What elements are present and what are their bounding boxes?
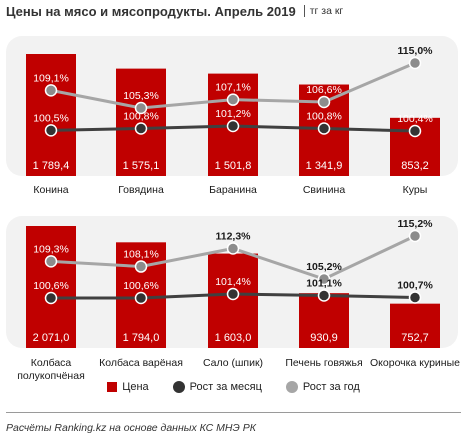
year-growth-label: 109,3%	[33, 243, 69, 255]
month-growth-point	[134, 122, 148, 135]
month-growth-point	[44, 291, 58, 305]
chart-meat: 109,1% 105,3% 107,1% 106,6% 115,0% 100,5% 100,…	[26, 45, 440, 196]
year-growth-label: 108,1%	[123, 249, 159, 261]
chart-meat-products: 109,3% 108,1% 112,3% 105,2% 115,2% 100,6% 100,…	[17, 218, 460, 382]
price-label: 1 794,0	[123, 332, 160, 344]
legend-price-swatch	[107, 382, 118, 392]
month-growth-point	[44, 124, 58, 137]
category-label: Баранина	[209, 184, 257, 196]
month-growth-point	[226, 119, 240, 133]
year-growth-point	[134, 260, 148, 273]
price-bar	[299, 293, 349, 348]
price-label: 930,9	[310, 332, 338, 344]
legend-month-label: Рост за месяц	[189, 381, 262, 393]
year-growth-point	[44, 84, 58, 97]
price-label: 853,2	[401, 160, 429, 172]
month-growth-point	[226, 287, 240, 301]
year-growth-point	[134, 101, 148, 115]
price-bar	[26, 54, 76, 176]
month-growth-label: 100,4%	[397, 113, 433, 125]
price-label: 1 575,1	[123, 160, 160, 172]
chart-title: Цены на мясо и мясопродукты. Апрель 2019	[6, 3, 296, 19]
year-growth-point	[408, 229, 422, 243]
month-growth-label: 100,5%	[33, 112, 69, 124]
legend-year-label: Рост за год	[302, 381, 360, 393]
year-growth-label: 112,3%	[215, 230, 251, 242]
price-bar	[208, 253, 258, 348]
category-label: Говядина	[118, 184, 164, 196]
month-growth-point	[134, 291, 148, 305]
legend-price-label: Цена	[122, 381, 149, 393]
chart-panel-meat-products: 109,3% 108,1% 112,3% 105,2% 115,2% 100,6% 100,…	[6, 216, 460, 382]
month-growth-point	[408, 291, 422, 304]
year-growth-label: 115,0%	[397, 45, 433, 57]
month-growth-label: 101,1%	[306, 278, 342, 290]
category-label: Окорочка куриные	[370, 357, 460, 369]
category-label: полукопчёная	[17, 370, 85, 382]
category-label: Конина	[33, 184, 68, 196]
month-growth-label: 101,2%	[215, 108, 251, 120]
price-bar	[26, 226, 76, 348]
unit-separator	[303, 5, 305, 17]
chart-header: Цены на мясо и мясопродукты. Апрель 2019…	[6, 2, 343, 20]
month-growth-label: 100,8%	[306, 111, 342, 123]
category-label: Колбаса	[31, 357, 72, 369]
month-growth-label: 101,4%	[215, 276, 251, 288]
year-growth-point	[226, 242, 240, 255]
unit-label: тг за кг	[309, 5, 344, 17]
year-growth-label: 115,2%	[397, 218, 433, 230]
month-growth-label: 100,6%	[33, 280, 69, 292]
category-label: Колбаса варёная	[99, 357, 183, 369]
price-label: 1 501,8	[215, 160, 252, 172]
year-growth-label: 105,2%	[306, 261, 342, 273]
price-label: 1 789,4	[33, 160, 70, 172]
year-growth-point	[317, 272, 331, 286]
year-growth-label: 106,6%	[306, 84, 342, 96]
year-growth-point	[226, 93, 240, 106]
month-growth-label: 100,7%	[397, 280, 433, 292]
price-label: 1 341,9	[306, 160, 343, 172]
year-growth-point	[408, 56, 422, 70]
month-growth-point	[317, 122, 331, 135]
price-bar	[390, 303, 440, 348]
legend-month-swatch	[172, 381, 185, 393]
legend-year-swatch	[285, 381, 298, 393]
year-growth-point	[44, 255, 58, 268]
source-note: Расчёты Ranking.kz на основе данных КС М…	[6, 422, 256, 434]
footnote-divider	[6, 412, 461, 413]
price-label: 1 603,0	[215, 332, 252, 344]
legend-item-month: Рост за месяц	[172, 381, 262, 393]
year-growth-label: 109,1%	[33, 72, 69, 84]
price-label: 2 071,0	[33, 332, 70, 344]
year-growth-point	[317, 95, 331, 109]
month-growth-point	[408, 124, 422, 138]
month-growth-label: 100,8%	[123, 111, 159, 123]
chart-panel-meat: 109,1% 105,3% 107,1% 106,6% 115,0% 100,5% 100,…	[6, 36, 458, 196]
month-growth-label: 100,6%	[123, 280, 159, 292]
chart-legend: Цена Рост за месяц Рост за год	[0, 379, 467, 395]
category-label: Печень говяжья	[285, 357, 362, 369]
category-label: Куры	[403, 184, 428, 196]
month-growth-point	[317, 289, 331, 302]
category-label: Сало (шпик)	[203, 357, 263, 369]
legend-item-year: Рост за год	[285, 381, 360, 393]
category-label: Свинина	[303, 184, 345, 196]
legend-item-price: Цена	[107, 381, 149, 393]
price-label: 752,7	[401, 332, 429, 344]
year-growth-label: 107,1%	[215, 82, 251, 94]
year-growth-label: 105,3%	[123, 90, 159, 102]
